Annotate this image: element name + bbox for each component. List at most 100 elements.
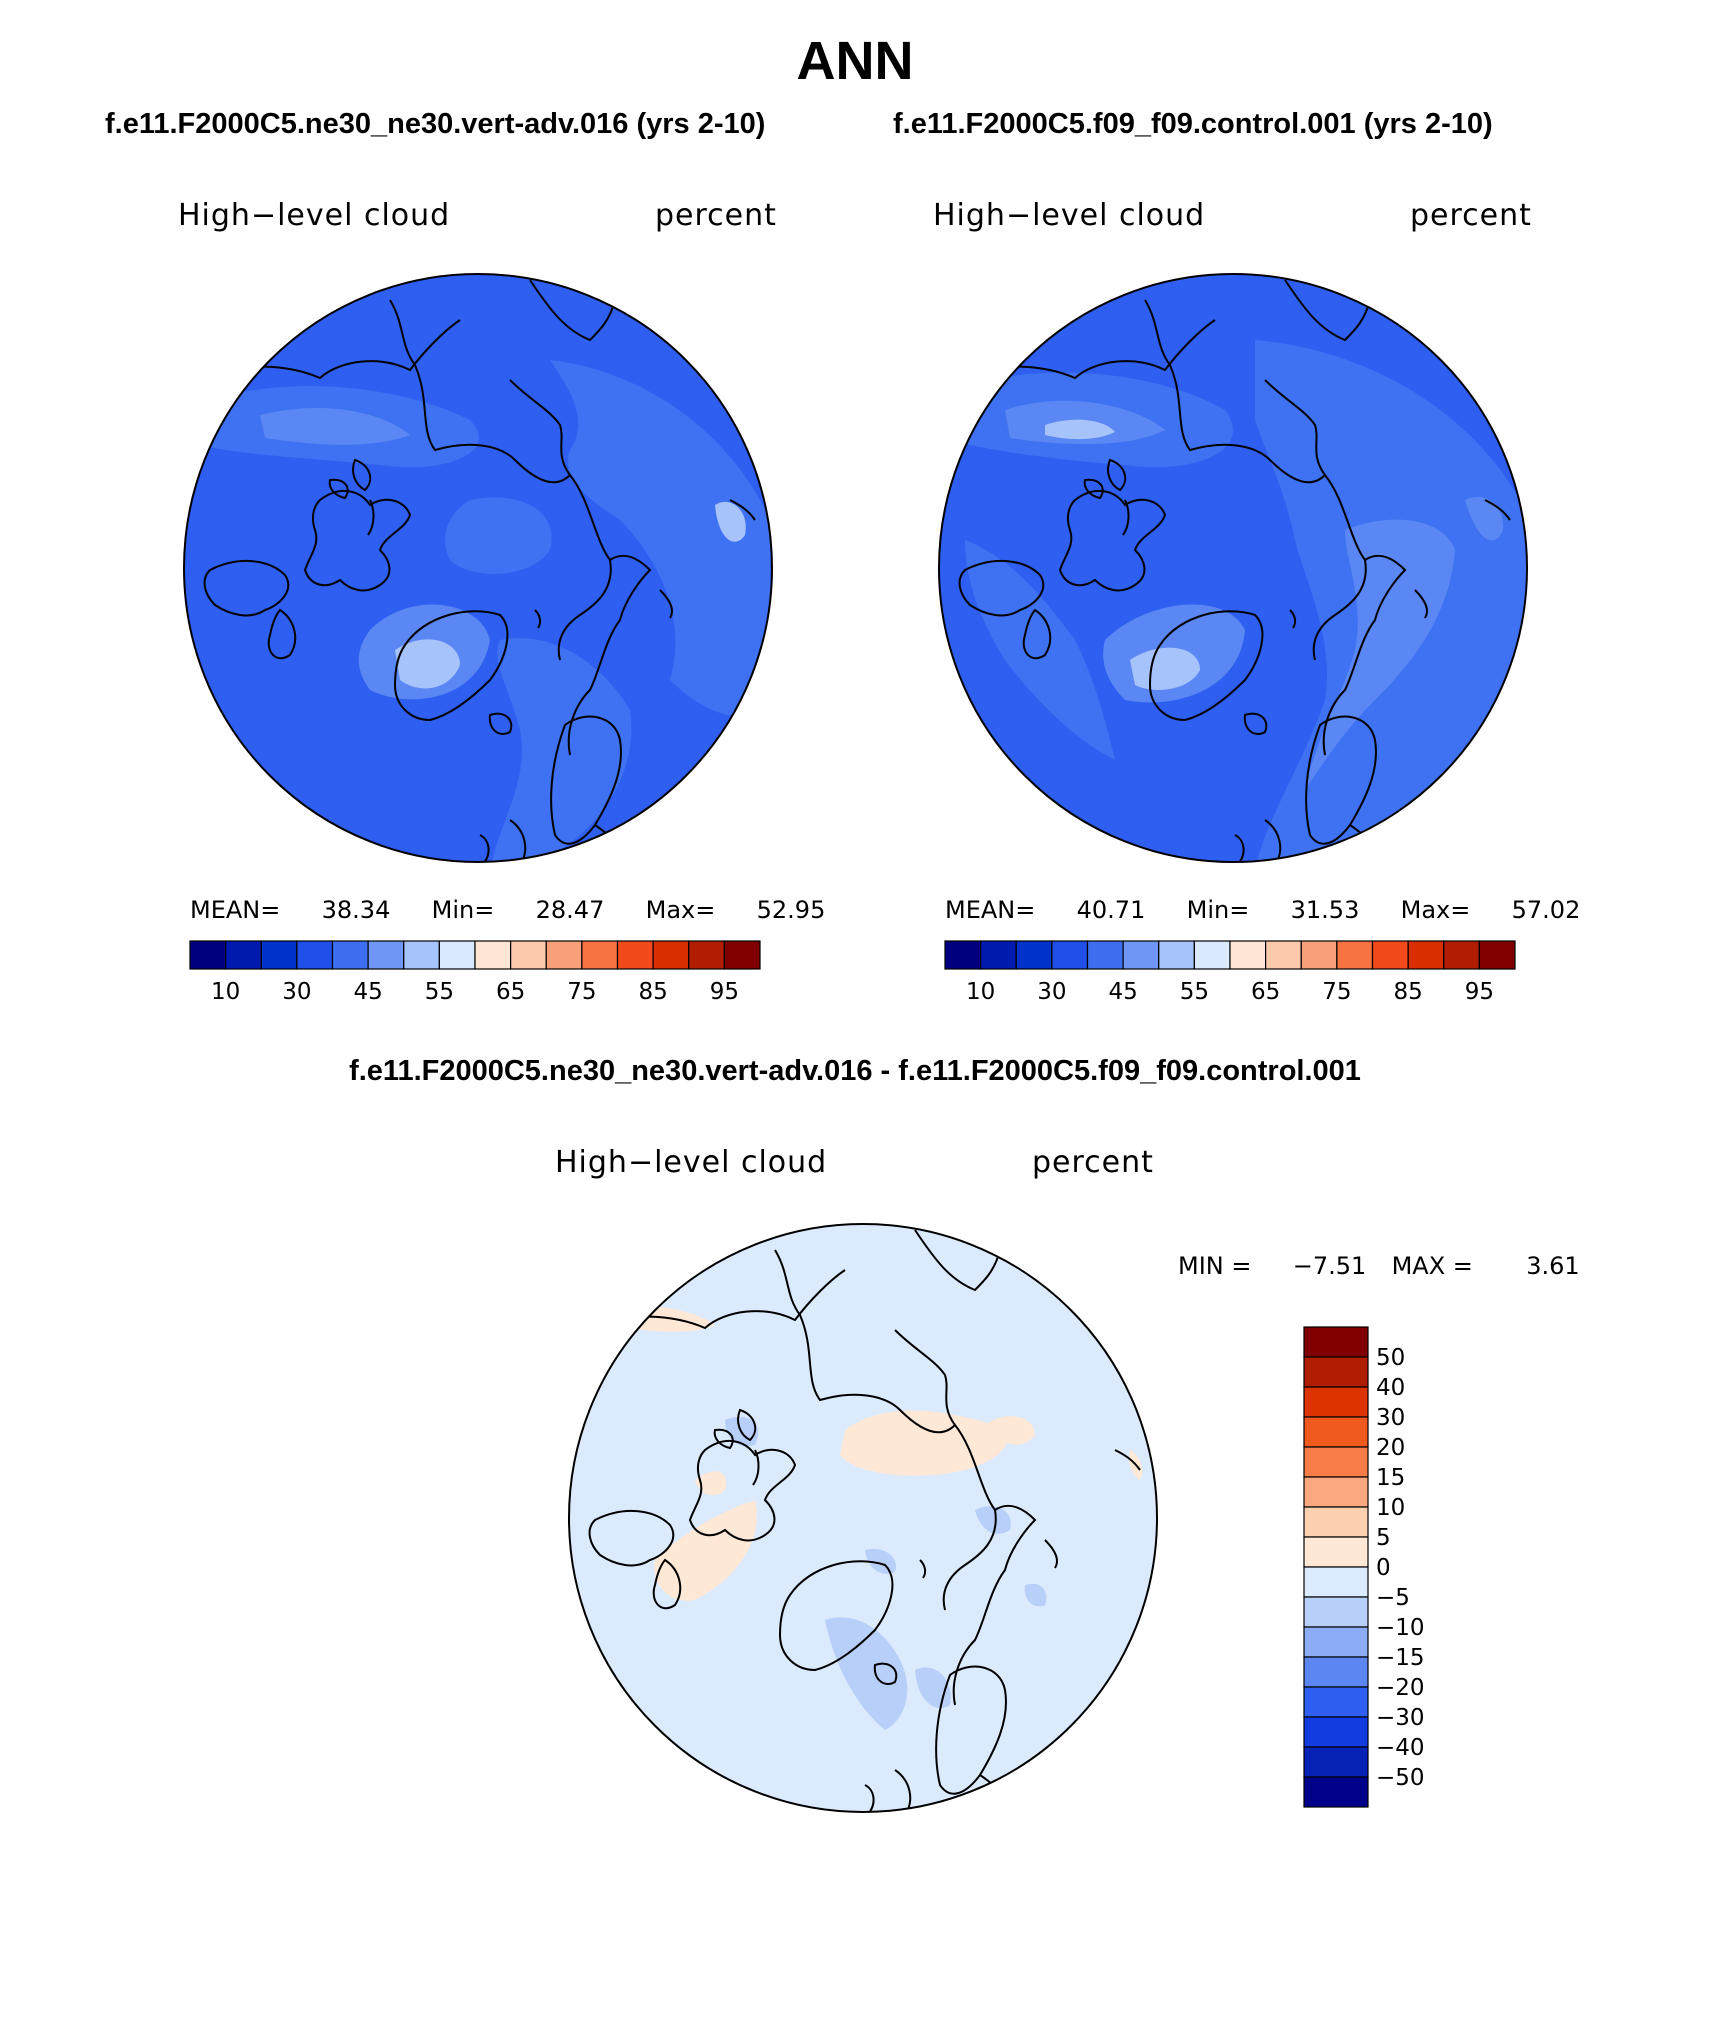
panel-2-map [938,273,1528,863]
diff-variable-label: High−level cloud [555,1145,828,1180]
panel-1-colorbar-cell-5 [367,940,405,970]
panel-1-colorbar-cell-8 [474,940,512,970]
panel-1-map [183,273,773,863]
diff-colorbar-cell-14 [1303,1746,1369,1778]
diff-colorbar-cell-8 [1303,1566,1369,1598]
panel-2-max-label: Max= [1400,896,1471,924]
diff-colorbar-cell-7 [1303,1536,1369,1568]
panel-2-colorbar-cell-8 [1229,940,1267,970]
diff-colorbar-tick-label: 20 [1376,1435,1405,1461]
panel-1-colorbar-tick-label: 75 [567,979,596,1005]
diff-colorbar-tick-label: 30 [1376,1405,1405,1431]
diff-colorbar-cell-1 [1303,1356,1369,1388]
panel-1-colorbar-cell-4 [331,940,369,970]
panel-2-colorbar-cell-15 [1478,940,1516,970]
panel-2-min-value: 31.53 [1290,896,1360,924]
diff-colorbar-tick-label: 40 [1376,1375,1405,1401]
panel-1-units-label: percent [655,198,777,233]
panel-1-colorbar-tick-label: 65 [496,979,525,1005]
panel-2-colorbar-tick-label: 75 [1322,979,1351,1005]
panel-2-colorbar-cell-14 [1443,940,1480,970]
panel-2-colorbar-cell-7 [1193,940,1231,970]
panel-2-stats: MEAN= 40.71 Min= 31.53 Max= 57.02 [945,896,1580,924]
panel-2-colorbar-cell-11 [1336,940,1374,970]
diff-colorbar-cell-11 [1303,1656,1369,1688]
diff-colorbar-cell-4 [1303,1446,1369,1478]
panel-1-min-label: Min= [431,896,495,924]
panel-2-colorbar-cells [944,940,1516,970]
panel-2-colorbar-cell-12 [1371,940,1409,970]
panel-1-colorbar-tick-label: 10 [211,979,240,1005]
panel-1-colorbar-tick-label: 85 [638,979,667,1005]
diff-units-label: percent [1032,1145,1154,1180]
panel-2-colorbar-ticks: 10 30 45 55 65 75 85 95 [966,979,1494,1005]
panel-1-colorbar-cell-14 [688,940,725,970]
panel-2-units-label: percent [1410,198,1532,233]
panel-2-min-label: Min= [1186,896,1250,924]
diff-colorbar-cell-15 [1303,1776,1369,1808]
panel-1-colorbar-cell-2 [260,940,298,970]
panel-1-case-title: f.e11.F2000C5.ne30_ne30.vert-adv.016 (yr… [105,108,766,140]
panel-2-contour-fill [939,274,1527,862]
panel-2-max-value: 57.02 [1511,896,1581,924]
panel-1-colorbar-cell-11 [581,940,619,970]
diff-panel-title: f.e11.F2000C5.ne30_ne30.vert-adv.016 - f… [349,1055,1361,1087]
panel-2-colorbar-cell-0 [944,940,982,970]
panel-1-variable-label: High−level cloud [178,198,451,233]
panel-2-colorbar-cell-4 [1086,940,1124,970]
panel-1-colorbar-cell-15 [723,940,761,970]
panel-1-colorbar-cell-6 [403,940,440,970]
panel-1-colorbar-tick-label: 95 [710,979,739,1005]
diff-colorbar-cell-3 [1303,1416,1369,1448]
diff-colorbar-cell-5 [1303,1476,1369,1508]
panel-1-colorbar-tick-label: 55 [425,979,454,1005]
panel-2-colorbar-cell-2 [1015,940,1053,970]
panel-2-colorbar-tick-label: 55 [1180,979,1209,1005]
panel-1-contour-fill [184,274,772,862]
diff-colorbar-tick-label: −5 [1376,1585,1410,1611]
panel-2-variable-label: High−level cloud [933,198,1206,233]
panel-1-colorbar-cell-7 [438,940,476,970]
diff-colorbar-cell-10 [1303,1626,1369,1658]
panel-2-colorbar-cell-3 [1051,940,1089,970]
diff-colorbar-cell-2 [1303,1386,1369,1418]
diff-colorbar-tick-label: 50 [1376,1345,1405,1371]
panel-1-colorbar-cell-10 [545,940,583,970]
diff-stats: MIN = −7.51 MAX = 3.61 [1178,1252,1580,1280]
panel-1-colorbar-cell-0 [189,940,227,970]
figure-title: ANN [796,31,914,91]
diff-colorbar-tick-label: −30 [1376,1705,1425,1731]
diff-colorbar-tick-label: 15 [1376,1465,1405,1491]
panel-2-colorbar-tick-label: 65 [1251,979,1280,1005]
diff-max-label: MAX = [1391,1252,1473,1280]
diff-colorbar-tick-label: −20 [1376,1675,1425,1701]
panel-2-colorbar-tick-label: 95 [1465,979,1494,1005]
diff-colorbar-tick-label: −50 [1376,1765,1425,1791]
panel-2-colorbar-tick-label: 10 [966,979,995,1005]
diff-colorbar-cell-12 [1303,1686,1369,1718]
diff-colorbar-tick-label: 10 [1376,1495,1405,1521]
panel-1-colorbar-cells [189,940,761,970]
panel-1-colorbar-cell-1 [225,940,262,970]
diff-colorbar-cell-0 [1303,1326,1369,1358]
panel-2-mean-label: MEAN= [945,896,1036,924]
diff-max-value: 3.61 [1526,1252,1580,1280]
diff-coastlines [584,1224,1141,1812]
diff-colorbar-cell-9 [1303,1596,1369,1628]
panel-2-colorbar-cell-9 [1265,940,1302,970]
diff-colorbar-tick-label: 0 [1376,1555,1391,1581]
diff-min-value: −7.51 [1292,1252,1367,1280]
panel-1-colorbar-cell-9 [510,940,547,970]
panel-1-colorbar-ticks: 10 30 45 55 65 75 85 95 [211,979,739,1005]
diff-colorbar-tick-label: −40 [1376,1735,1425,1761]
diff-colorbar-tick-label: −15 [1376,1645,1425,1671]
panel-1-map-border [183,273,773,863]
diff-colorbar-cell-13 [1303,1716,1369,1748]
panel-2-map-border [938,273,1528,863]
panel-2-colorbar-tick-label: 30 [1037,979,1066,1005]
panel-1-colorbar-tick-label: 30 [282,979,311,1005]
panel-2-colorbar: 10 30 45 55 65 75 85 95 [944,940,1516,1005]
diff-map [568,1223,1158,1813]
panel-2-mean-value: 40.71 [1076,896,1146,924]
